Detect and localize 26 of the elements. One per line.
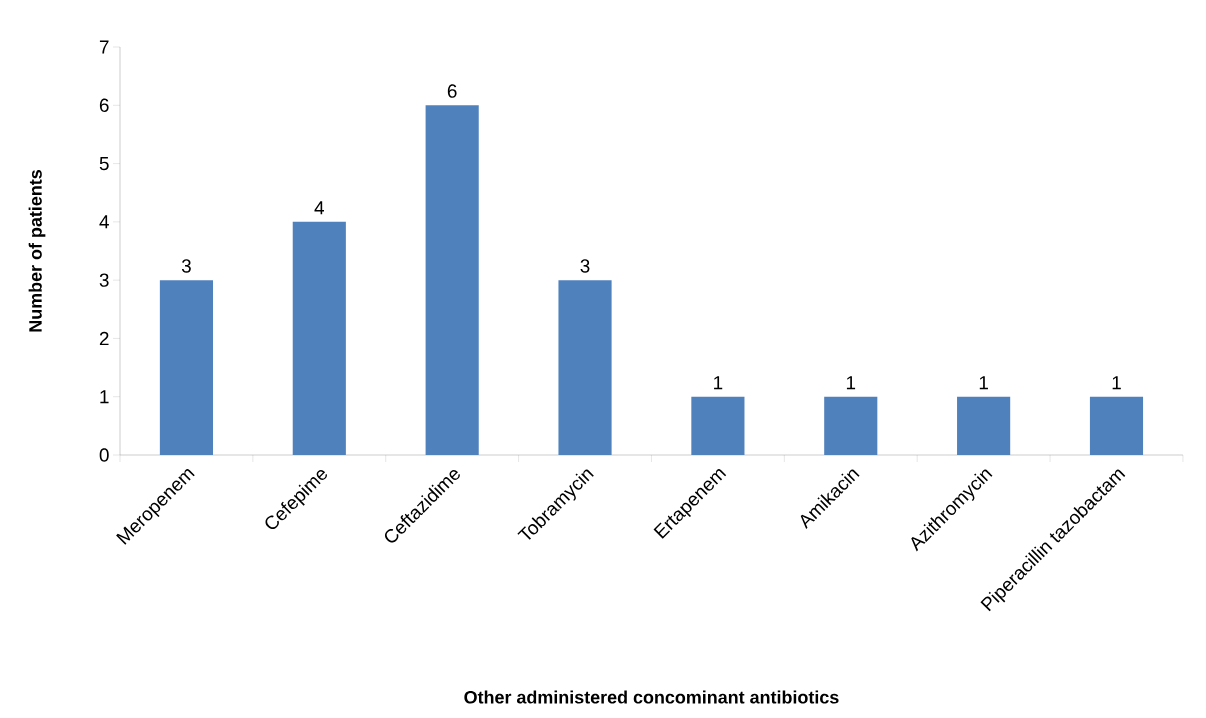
data-label: 4	[314, 201, 324, 215]
bar	[558, 280, 612, 455]
data-label: 1	[714, 376, 723, 390]
y-tick-label: 2	[99, 331, 109, 346]
y-tick-label: 6	[99, 98, 109, 112]
bar	[824, 396, 878, 455]
bar	[292, 221, 346, 455]
y-tick-label: 1	[100, 390, 109, 404]
y-tick-label: 0	[99, 448, 109, 462]
bar	[957, 396, 1011, 455]
bar	[691, 396, 745, 455]
data-label: 3	[580, 259, 590, 273]
y-tick-label: 3	[99, 273, 109, 287]
y-axis-title: Number of patients	[28, 170, 46, 332]
data-label: 3	[181, 259, 191, 273]
x-axis-title: Other administered concominant antibiotics	[464, 690, 839, 704]
y-tick-label: 7	[99, 40, 109, 54]
data-label: 1	[979, 376, 988, 390]
data-label: 1	[1112, 376, 1121, 390]
bar	[159, 280, 214, 455]
bar	[425, 105, 479, 455]
y-tick-label: 4	[99, 215, 109, 229]
data-label: 6	[447, 84, 457, 98]
y-tick-label: 5	[99, 156, 109, 171]
bar	[1089, 396, 1144, 455]
data-label: 1	[846, 376, 856, 390]
